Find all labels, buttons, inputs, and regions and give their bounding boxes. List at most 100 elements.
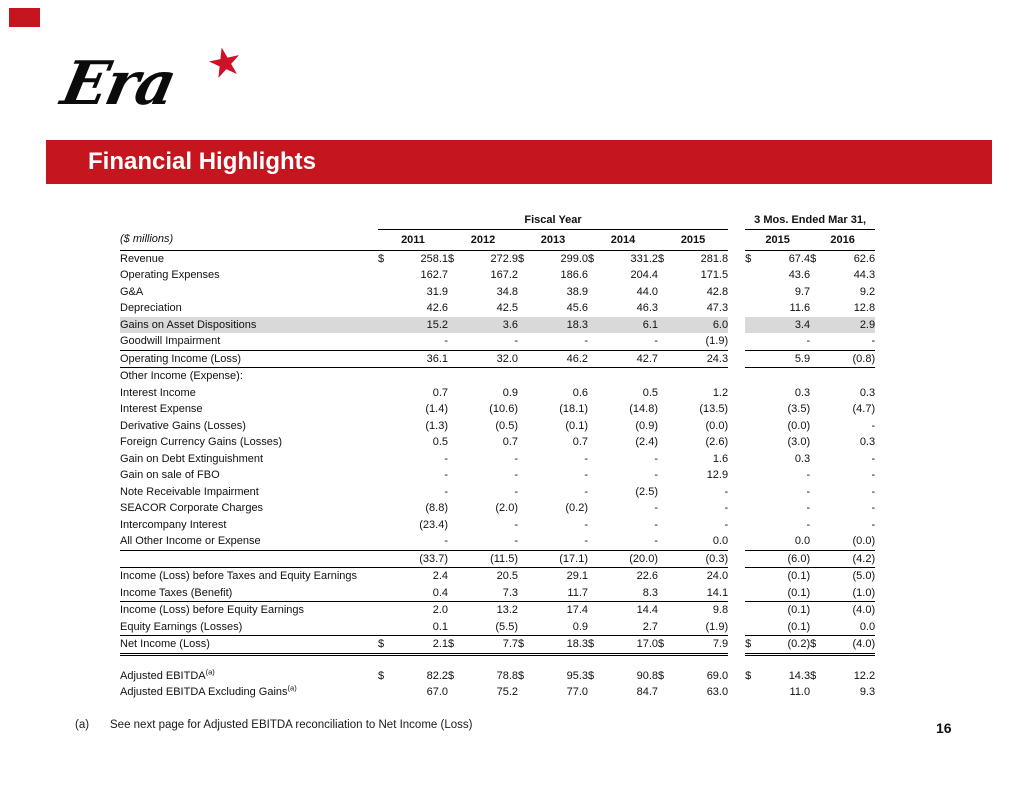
value-cell: 0.5 (432, 436, 448, 449)
value-cell: 90.8 (636, 669, 658, 682)
table-row-income-taxes: Income Taxes (Benefit) 0.4 7.3 11.7 8.3 14.1 (… (120, 585, 875, 602)
column-gap (728, 484, 745, 501)
value-cell: 331.2 (630, 252, 658, 265)
dollar-sign-cell (658, 349, 674, 368)
value-cell: - (444, 485, 448, 498)
row-label: Gain on Debt Extinguishment (120, 452, 264, 465)
dollar-sign-cell (518, 585, 534, 602)
value-cell: 11.7 (567, 586, 588, 599)
value-cell: 0.5 (642, 386, 658, 399)
dollar-sign-cell (658, 684, 674, 701)
year-header-2011: 2011 (378, 229, 448, 251)
value-cell: - (444, 535, 448, 548)
value-cell: - (444, 335, 448, 348)
dollar-sign-cell (378, 517, 394, 534)
dollar-sign-cell: $ (588, 635, 604, 656)
dollar-sign-cell (448, 401, 464, 418)
column-gap (728, 401, 745, 418)
dollar-sign-cell (448, 684, 464, 701)
dollar-sign-cell (378, 684, 394, 701)
dollar-sign-cell: $ (810, 252, 817, 265)
value-cell: 171.5 (700, 269, 729, 282)
dollar-sign-cell (378, 385, 394, 402)
value-cell: - (871, 335, 876, 348)
column-gap (728, 517, 745, 534)
value-cell: 12.2 (853, 669, 876, 682)
value-cell: 0.9 (502, 386, 518, 399)
dollar-sign-cell (378, 467, 394, 484)
dollar-sign-cell (378, 451, 394, 468)
value-cell: 18.3 (534, 635, 588, 656)
dollar-sign-cell (658, 368, 674, 385)
value-cell: 7.7 (464, 635, 518, 656)
value-cell: 24.3 (674, 349, 729, 368)
dollar-sign-cell (810, 333, 826, 350)
value-cell: 29.1 (566, 570, 588, 583)
financial-table-container: Fiscal Year 3 Mos. Ended Mar 31, ($ mill… (120, 212, 876, 701)
dollar-sign-cell (658, 267, 674, 284)
dollar-sign-cell (448, 619, 464, 636)
value-cell: - (871, 518, 876, 531)
dollar-sign-cell: $ (518, 252, 525, 265)
dollar-sign-cell (518, 267, 534, 284)
value-cell: 3.4 (761, 316, 811, 333)
table-row-other-income-total: (33.7) (11.5) (17.1) (20.0) (0.3) (6.0) (4.2) (120, 549, 876, 568)
table-row-gain-on-debt-extinguishment: Gain on Debt Extinguishment - - - - 1.6 0.3 - (120, 451, 875, 468)
value-cell (394, 368, 448, 385)
value-cell: 7.3 (502, 586, 518, 599)
value-cell: 5.9 (761, 349, 811, 368)
dollar-sign-cell (588, 517, 604, 534)
value-cell: - (654, 535, 658, 548)
row-label: Net Income (Loss) (120, 635, 378, 656)
fiscal-year-group-header: Fiscal Year (378, 212, 729, 230)
value-cell: 32.0 (464, 349, 518, 368)
dollar-sign-cell: $ (518, 669, 525, 682)
value-cell: (17.1) (534, 549, 588, 568)
dollar-sign-cell (745, 267, 761, 284)
value-cell: (0.0) (852, 535, 876, 548)
value-cell: 272.9 (490, 252, 518, 265)
dollar-sign-cell (810, 368, 826, 385)
row-label: Revenue (120, 252, 165, 265)
dollar-sign-cell (810, 401, 826, 418)
column-gap (728, 317, 745, 334)
value-cell: (0.3) (674, 549, 729, 568)
dollar-sign-cell (448, 585, 464, 602)
value-cell: 67.4 (788, 252, 811, 265)
dollar-sign-cell (588, 533, 604, 550)
table-row-income-before-taxes-and-equity: Income (Loss) before Taxes and Equity Ea… (120, 568, 875, 585)
dollar-sign-cell (518, 568, 534, 585)
value-cell: 0.7 (572, 436, 588, 449)
value-cell: 9.2 (859, 285, 876, 298)
value-cell: (33.7) (394, 549, 448, 568)
dollar-sign-cell (518, 418, 534, 435)
group-header-row: Fiscal Year 3 Mos. Ended Mar 31, (120, 212, 876, 230)
value-cell: 67.0 (426, 686, 448, 699)
dollar-sign-cell (745, 684, 761, 701)
dollar-sign-cell (658, 585, 674, 602)
value-cell: (2.4) (635, 436, 658, 449)
dollar-sign-cell (745, 568, 761, 585)
row-label: Income (Loss) before Equity Earnings (120, 601, 378, 619)
value-cell: 0.3 (859, 386, 876, 399)
dollar-sign-cell (745, 500, 761, 517)
table-row-income-before-equity-earnings: Income (Loss) before Equity Earnings 2.0 1… (120, 601, 876, 619)
value-cell: - (654, 335, 658, 348)
value-cell: - (871, 419, 876, 432)
dollar-sign-cell (448, 385, 464, 402)
dollar-sign-cell (378, 484, 394, 501)
dollar-sign-cell: $ (448, 635, 464, 656)
dollar-sign-cell (518, 467, 534, 484)
dollar-sign-cell: $ (810, 669, 817, 682)
column-gap (728, 668, 745, 685)
dollar-sign-cell (378, 267, 394, 284)
dollar-sign-cell (518, 401, 534, 418)
row-label: Operating Expenses (120, 269, 220, 282)
value-cell: (5.0) (852, 570, 876, 583)
dollar-sign-cell (658, 385, 674, 402)
dollar-sign-cell (745, 349, 762, 368)
value-cell: 0.3 (859, 436, 876, 449)
dollar-sign-cell (378, 585, 394, 602)
value-cell: - (584, 452, 588, 465)
dollar-sign-cell (745, 368, 761, 385)
